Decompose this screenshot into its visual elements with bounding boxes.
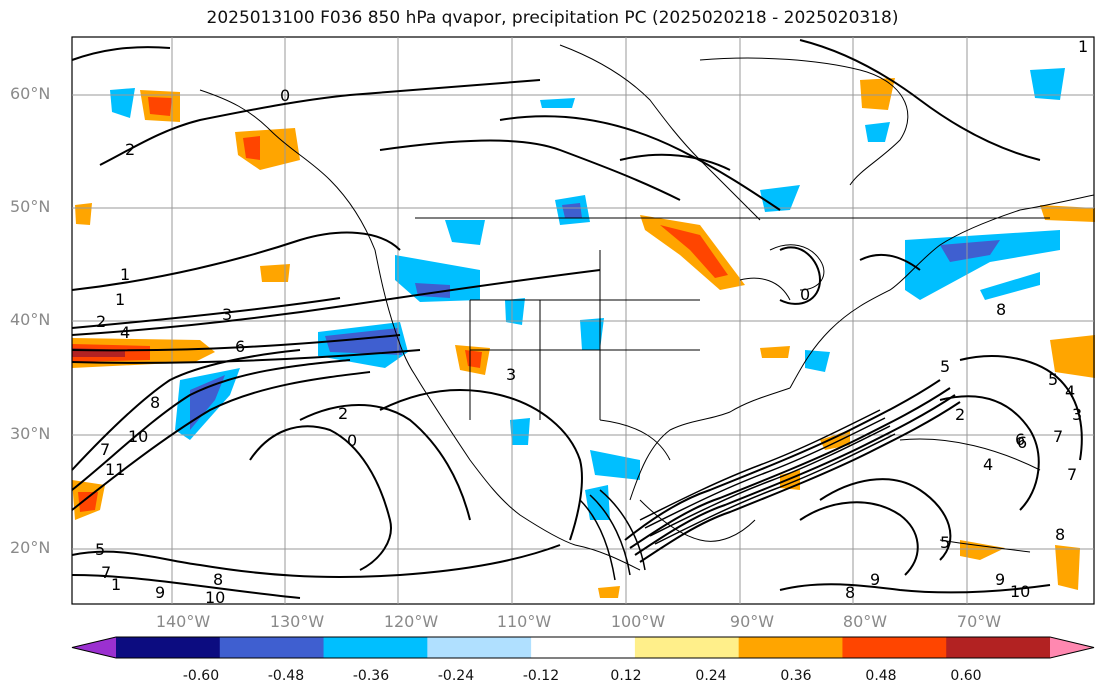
contour-label: 2 (125, 140, 135, 159)
colorbar (71, 636, 1095, 659)
colorbar-tick: -0.24 (437, 668, 475, 684)
coastlines (199, 44, 1095, 571)
contour-label: 8 (213, 570, 223, 589)
contour-label: 5 (1048, 370, 1058, 389)
contour-label: 8 (150, 393, 160, 412)
lon-label: 110°W (496, 612, 552, 631)
colorbar-segment (946, 637, 1051, 658)
lon-label: 120°W (383, 612, 439, 631)
contour-label: 2 (955, 405, 965, 424)
contour-label: 9 (155, 583, 165, 602)
colorbar-tick: -0.36 (352, 668, 390, 684)
contour-label: 1 (115, 290, 125, 309)
contour-label: 8 (1055, 525, 1065, 544)
contour-label: 5 (940, 357, 950, 376)
contour-label: 7 (1067, 465, 1077, 484)
colorbar-tick: 0.60 (950, 668, 982, 684)
colorbar-tick: -0.60 (182, 668, 220, 684)
lon-label: 80°W (842, 612, 888, 631)
colorbar-segment (531, 637, 636, 658)
colorbar-extend-max (1050, 637, 1094, 658)
contour-label: 0 (800, 285, 810, 304)
contour-label: 3 (506, 365, 516, 384)
contour-label: 8 (996, 300, 1006, 319)
contour-label: 4 (120, 323, 130, 342)
contour-label: 11 (105, 460, 125, 479)
contour-label: 1 (120, 265, 130, 284)
lon-label: 100°W (610, 612, 666, 631)
contour-label: 6 (235, 337, 245, 356)
lon-label: 130°W (269, 612, 325, 631)
colorbar-tick: 0.24 (695, 668, 727, 684)
contour-lines (71, 39, 1083, 599)
colorbar-segment (738, 637, 843, 658)
lon-label: 140°W (155, 612, 211, 631)
contour-label: 2 (338, 404, 348, 423)
colorbar-tick: -0.12 (522, 668, 560, 684)
contour-label-group: 0 1 1 2 2 3 3 4 6 0 2 0 8 10 11 7 8 9 10… (95, 37, 1088, 607)
lat-label: 40°N (10, 310, 51, 329)
contour-label: 8 (845, 583, 855, 602)
colorbar-segment (116, 637, 221, 658)
colorbar-extend-min (72, 637, 116, 658)
colorbar-tick: 0.36 (780, 668, 812, 684)
contour-label: 5 (95, 540, 105, 559)
lon-label: 90°W (729, 612, 775, 631)
contour-label: 10 (1010, 582, 1030, 601)
lat-label: 50°N (10, 197, 51, 216)
contour-label: 9 (870, 570, 880, 589)
lat-label: 20°N (10, 538, 51, 557)
lon-label: 70°W (956, 612, 1002, 631)
contour-label: 4 (1065, 382, 1075, 401)
contour-label: 5 (940, 533, 950, 552)
contour-label: 4 (983, 455, 993, 474)
contour-label: 6 (1015, 430, 1025, 449)
lat-label: 30°N (10, 424, 51, 443)
contour-label: 7 (100, 440, 110, 459)
colorbar-segment (427, 637, 532, 658)
contour-label: 10 (128, 427, 148, 446)
colorbar-segment (634, 637, 740, 658)
colorbar-tick: 0.12 (610, 668, 642, 684)
contour-label: 2 (96, 312, 106, 331)
contour-label: 3 (1072, 405, 1082, 424)
map-title: 2025013100 F036 850 hPa qvapor, precipit… (206, 8, 899, 28)
contour-label: 9 (995, 570, 1005, 589)
contour-label: 6 (1017, 433, 1027, 452)
colorbar-segment (323, 637, 428, 658)
colorbar-segment (842, 637, 947, 658)
contour-label: 1 (1078, 37, 1088, 56)
contour-label: 3 (222, 305, 232, 324)
contour-label: 7 (101, 563, 111, 582)
colorbar-outline (71, 636, 1095, 659)
colorbar-tick: 0.48 (865, 668, 897, 684)
precip-shading (72, 68, 1095, 598)
colorbar-segment (219, 637, 325, 658)
contour-label: 0 (280, 86, 290, 105)
graticule (72, 37, 1094, 604)
contour-label: 1 (111, 575, 121, 594)
lat-label: 60°N (10, 84, 51, 103)
contour-label: 10 (205, 588, 225, 607)
thin-contours (579, 409, 896, 581)
contour-label: 7 (1053, 427, 1063, 446)
contour-label: 0 (347, 431, 357, 450)
colorbar-tick: -0.48 (267, 668, 305, 684)
